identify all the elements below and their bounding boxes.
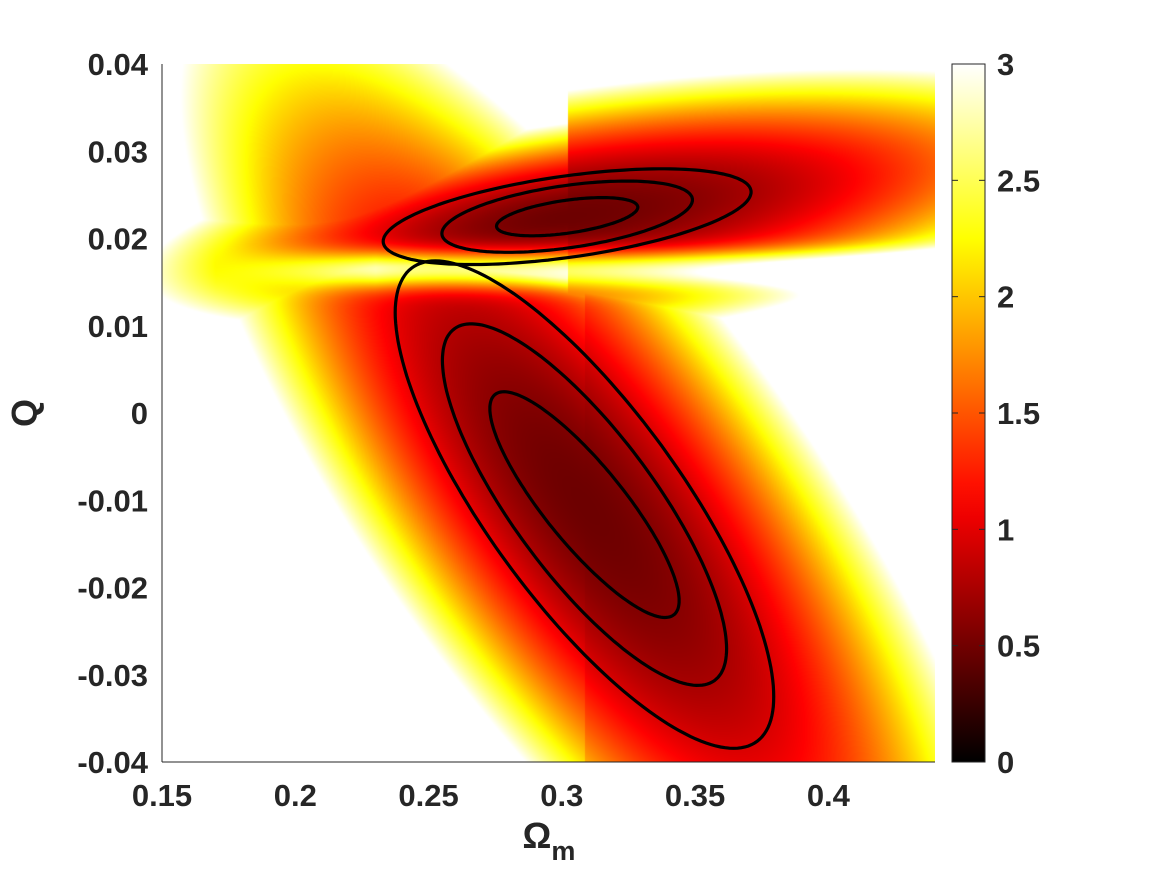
y-tick-label: 0.02 (88, 222, 148, 257)
x-tick-label: 0.2 (274, 778, 317, 813)
y-tick-label: 0.03 (88, 134, 148, 169)
y-axis-ticks: 0.04 0.03 0.02 0.01 0 -0.01 -0.02 -0.03 -0.04 (77, 47, 148, 780)
y-tick-label: 0.04 (88, 47, 149, 82)
contour-upper-3 (381, 167, 753, 267)
contour-upper-2 (440, 179, 694, 254)
contour-lower-3 (393, 259, 776, 750)
colorbar: 3 2.5 2 1.5 1 0.5 0 (951, 47, 1040, 780)
x-tick-label: 0.3 (540, 778, 583, 813)
x-tick-label: 0.4 (807, 778, 851, 813)
y-axis-label: Q (4, 399, 45, 427)
contour-upper-1 (494, 196, 640, 238)
colorbar-tick-label: 1 (997, 512, 1014, 547)
x-tick-label: 0.15 (132, 778, 192, 813)
x-tick-label: 0.25 (398, 778, 458, 813)
y-tick-label: -0.01 (77, 483, 148, 518)
y-tick-label: 0.01 (88, 309, 148, 344)
contour-lower-1 (488, 390, 681, 620)
y-tick-label: 0 (131, 396, 148, 431)
colorbar-tick-label: 0.5 (997, 629, 1040, 664)
colorbar-tick-label: 2 (997, 280, 1014, 315)
y-tick-label: -0.03 (77, 658, 148, 693)
colorbar-tick-label: 3 (997, 47, 1014, 82)
x-axis-label: Ωm (523, 815, 576, 866)
y-tick-label: -0.04 (77, 745, 148, 780)
colorbar-tick-label: 1.5 (997, 396, 1040, 431)
y-tick-label: -0.02 (77, 571, 148, 606)
colorbar-tick-label: 0 (997, 745, 1014, 780)
x-tick-label: 0.35 (665, 778, 725, 813)
contour-lower-2 (440, 322, 729, 688)
colorbar-tick-label: 2.5 (997, 163, 1040, 198)
x-axis-ticks: 0.15 0.2 0.25 0.3 0.35 0.4 (132, 778, 851, 813)
contour-lines (381, 167, 776, 750)
axes (161, 64, 935, 763)
